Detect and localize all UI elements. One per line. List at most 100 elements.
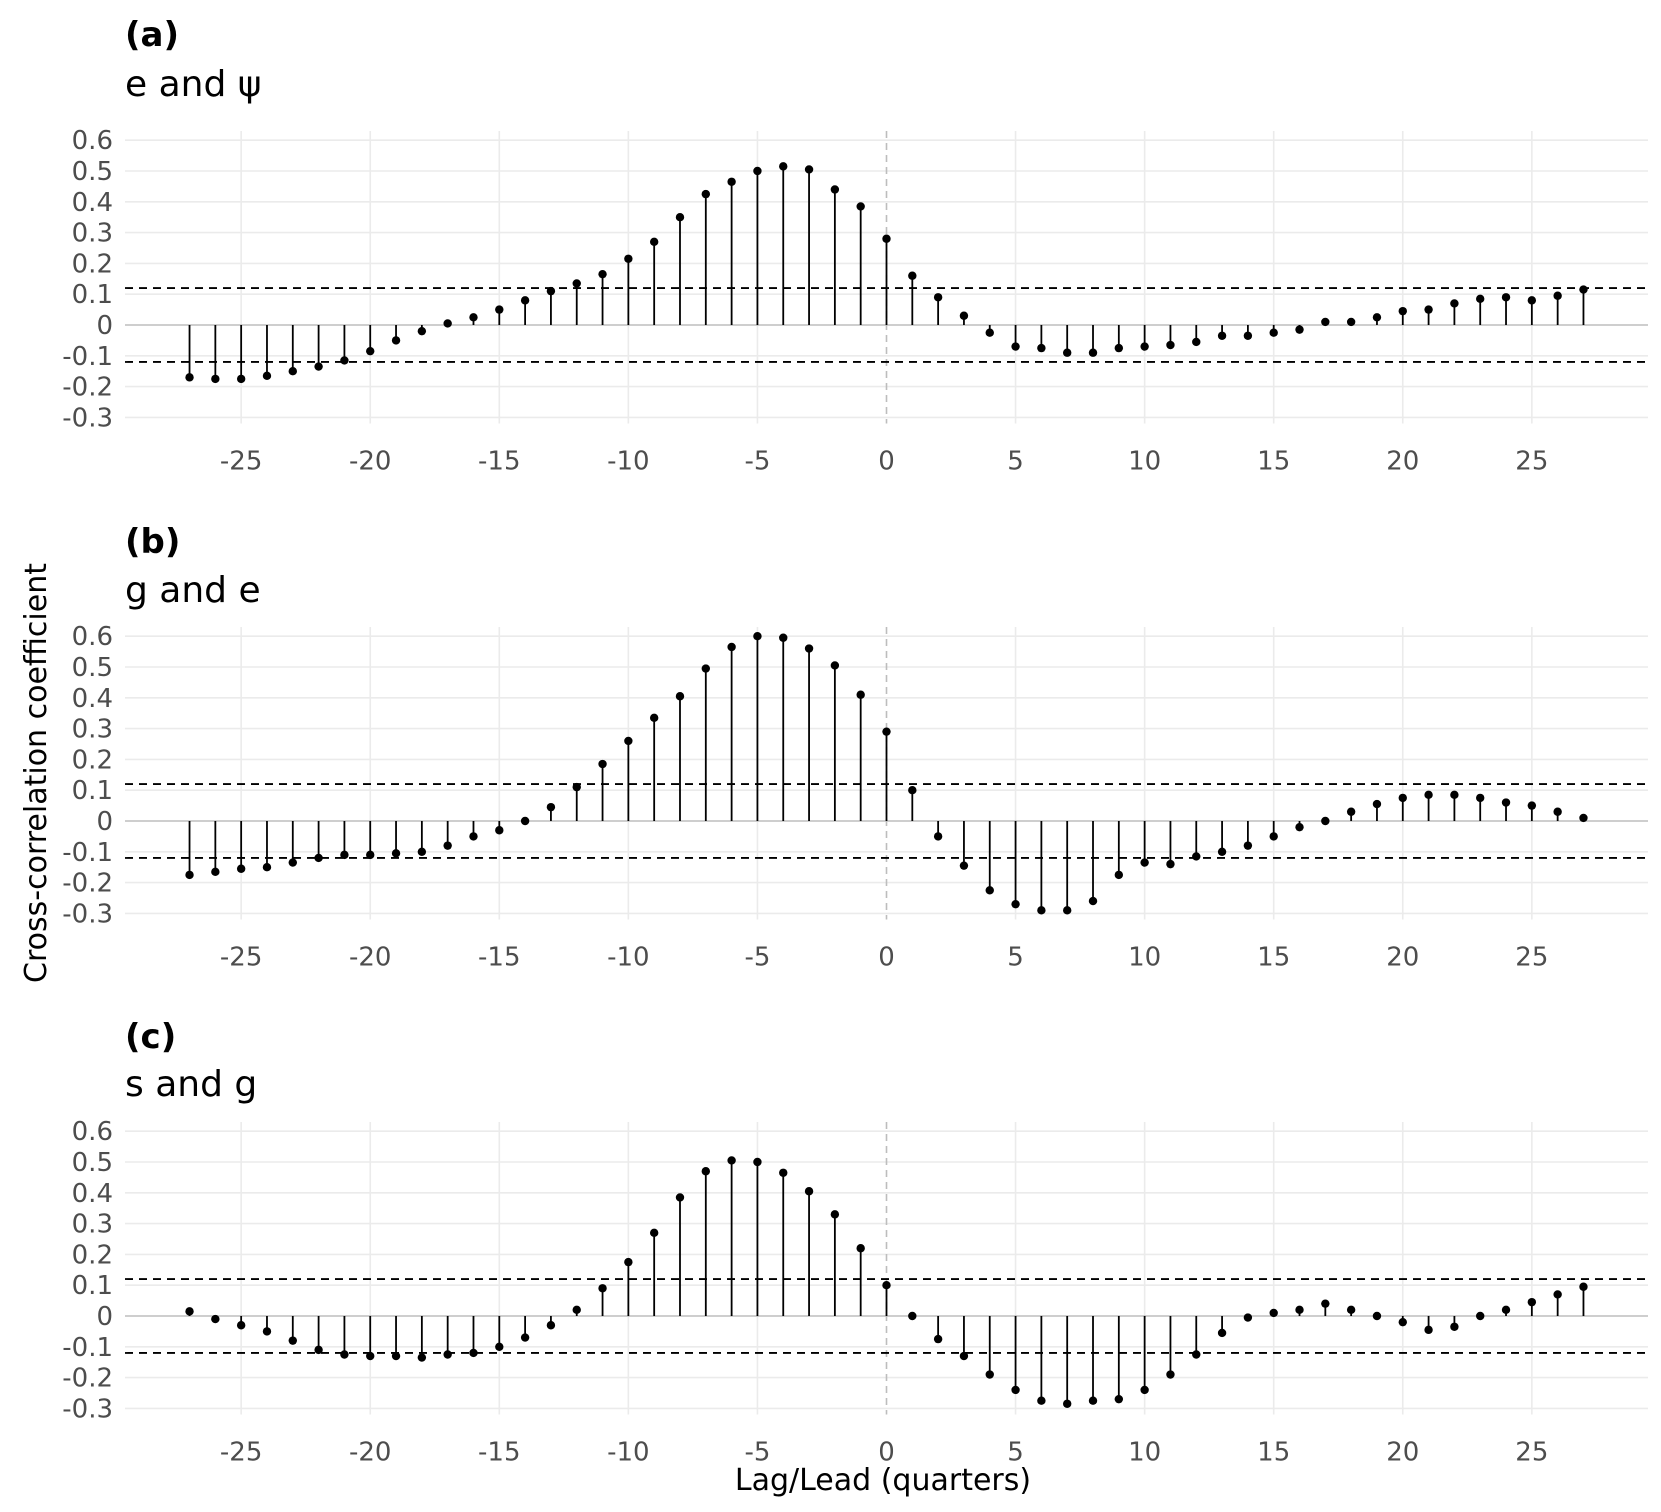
panel-label: (a)	[125, 15, 179, 55]
data-point	[1450, 790, 1459, 800]
data-point	[856, 1244, 865, 1253]
data-point	[1243, 331, 1253, 340]
data-point	[1501, 798, 1511, 807]
data-point	[1243, 1313, 1253, 1322]
data-point	[262, 1327, 272, 1336]
data-point	[779, 1168, 788, 1177]
panel-c: (c) s and g -0.3-0.2-0.100.10.20.30.40.5…	[62, 1017, 1648, 1467]
data-point	[779, 162, 788, 171]
data-point	[1217, 331, 1227, 340]
data-point	[546, 286, 556, 296]
data-point	[675, 692, 685, 701]
x-tick-label: 20	[1386, 942, 1419, 972]
data-point	[495, 1342, 504, 1352]
x-tick-label: -10	[607, 942, 649, 972]
data-point	[1243, 841, 1253, 850]
data-point	[236, 864, 246, 873]
data-point	[366, 1351, 375, 1361]
x-tick-label: 25	[1515, 446, 1548, 476]
x-tick-label: 10	[1128, 446, 1161, 476]
data-point	[1372, 313, 1382, 322]
data-point	[1398, 1317, 1407, 1327]
data-point	[1166, 340, 1175, 350]
y-tick-label: 0.1	[72, 776, 113, 806]
data-point	[933, 1334, 943, 1344]
data-point	[1321, 1299, 1330, 1308]
data-point	[520, 816, 530, 826]
panel-subtitle: g and e	[125, 570, 261, 611]
data-point	[649, 237, 659, 247]
data-point	[236, 1321, 246, 1330]
data-point	[624, 736, 633, 746]
y-tick-label: 0.6	[72, 1117, 113, 1147]
y-tick-label: -0.2	[62, 869, 113, 899]
x-tick-label: 15	[1257, 446, 1290, 476]
data-point	[1062, 348, 1072, 357]
y-tick-label: 0.5	[72, 653, 113, 683]
x-tick-label: 15	[1257, 1437, 1290, 1467]
data-point	[211, 1314, 220, 1324]
data-point	[856, 202, 865, 211]
data-point	[572, 782, 581, 792]
data-point	[520, 1333, 530, 1342]
y-tick-label: 0.5	[72, 157, 113, 187]
x-tick-label: 0	[878, 942, 895, 972]
y-tick-label: 0.2	[72, 745, 113, 775]
x-tick-label: 0	[878, 1437, 895, 1467]
data-point	[185, 1307, 194, 1316]
data-point	[1269, 832, 1278, 841]
data-point	[985, 1370, 994, 1379]
x-tick-label: 10	[1128, 942, 1161, 972]
y-tick-label: 0	[96, 807, 113, 837]
y-tick-label: -0.1	[62, 1333, 113, 1363]
data-point	[675, 1193, 685, 1202]
data-point	[1037, 1396, 1046, 1405]
data-point	[1372, 1311, 1382, 1321]
x-tick-label: 15	[1257, 942, 1290, 972]
data-point	[1011, 1385, 1020, 1395]
data-point	[933, 293, 943, 302]
data-point	[753, 1157, 762, 1167]
y-tick-label: 0.3	[72, 219, 113, 249]
x-tick-label: 5	[1007, 942, 1024, 972]
data-point	[1553, 1290, 1562, 1299]
data-point	[417, 326, 427, 336]
data-point	[1579, 1282, 1588, 1291]
data-point	[701, 1167, 711, 1176]
data-point	[262, 863, 272, 872]
x-axis-title: Lag/Lead (quarters)	[735, 1463, 1031, 1498]
data-point	[495, 305, 504, 314]
data-point	[779, 633, 788, 642]
data-point	[1527, 296, 1537, 305]
data-point	[649, 713, 659, 723]
data-point	[185, 373, 194, 382]
data-point	[443, 319, 452, 328]
data-point	[443, 1350, 452, 1359]
y-tick-label: 0	[96, 311, 113, 341]
data-point	[185, 870, 194, 880]
data-point	[1579, 813, 1588, 823]
y-tick-label: 0.6	[72, 622, 113, 652]
data-point	[1450, 299, 1459, 308]
data-point	[1062, 906, 1072, 915]
panel-label: (c)	[125, 1017, 176, 1057]
x-tick-label: 25	[1515, 942, 1548, 972]
data-point	[1527, 1297, 1537, 1307]
data-point	[1398, 306, 1407, 316]
data-point	[1450, 1322, 1459, 1331]
x-tick-label: -15	[478, 942, 520, 972]
data-point	[1424, 305, 1433, 314]
data-point	[520, 296, 530, 305]
x-tick-label: -20	[349, 1437, 391, 1467]
data-point	[288, 1336, 297, 1345]
data-point	[882, 727, 891, 736]
data-point	[1140, 858, 1149, 867]
data-point	[908, 786, 917, 795]
data-point	[753, 632, 762, 641]
data-point	[598, 269, 607, 279]
data-point	[598, 1284, 607, 1293]
x-tick-label: 20	[1386, 446, 1419, 476]
data-point	[1269, 328, 1278, 337]
y-tick-label: -0.3	[62, 403, 113, 433]
